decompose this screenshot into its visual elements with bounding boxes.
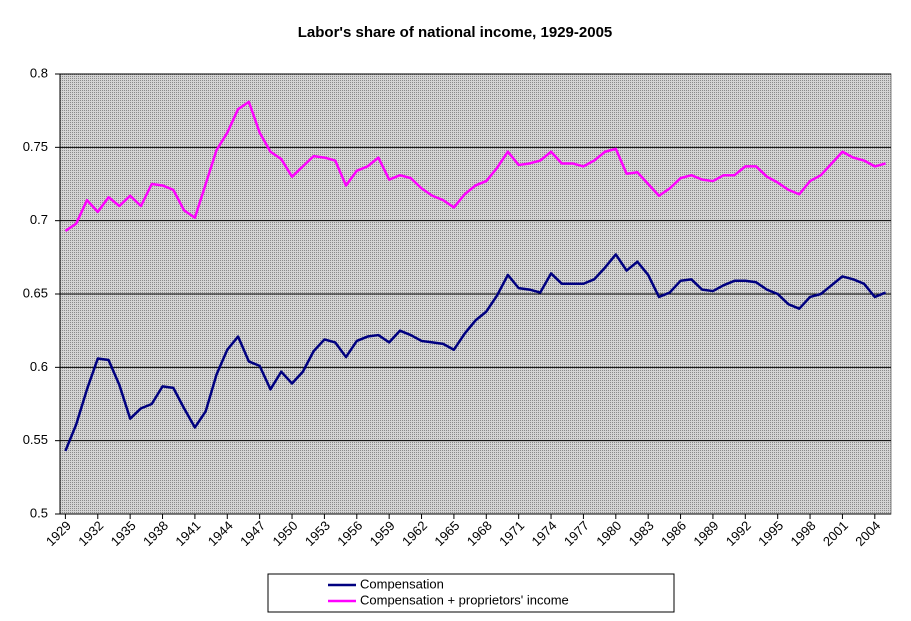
x-tick-label: 1962 (399, 518, 430, 549)
y-tick-label: 0.7 (30, 212, 48, 227)
x-tick-label: 2004 (852, 518, 883, 549)
x-tick-label: 2001 (820, 518, 851, 549)
y-tick-label: 0.75 (23, 139, 48, 154)
legend-label: Compensation + proprietors' income (360, 592, 569, 607)
x-tick-label: 1944 (205, 518, 236, 549)
x-tick-label: 1965 (431, 518, 462, 549)
x-tick-label: 1995 (755, 518, 786, 549)
x-tick-label: 1959 (367, 518, 398, 549)
y-tick-label: 0.55 (23, 432, 48, 447)
x-tick-label: 1983 (626, 518, 657, 549)
y-tick-label: 0.65 (23, 285, 48, 300)
x-tick-label: 1974 (529, 518, 560, 549)
x-tick-label: 1956 (334, 518, 365, 549)
x-tick-label: 1980 (593, 518, 624, 549)
legend (267, 573, 675, 613)
x-tick-label: 1947 (237, 518, 268, 549)
x-tick-label: 1938 (140, 518, 171, 549)
x-tick-label: 1941 (172, 518, 203, 549)
x-tick-label: 1971 (496, 518, 527, 549)
x-tick-label: 1935 (108, 518, 139, 549)
x-tick-label: 1986 (658, 518, 689, 549)
x-tick-label: 1932 (75, 518, 106, 549)
x-tick-label: 1989 (690, 518, 721, 549)
y-tick-label: 0.8 (30, 65, 48, 80)
chart-title: Labor's share of national income, 1929-2… (298, 24, 613, 41)
legend-label: Compensation (360, 576, 444, 591)
x-tick-label: 1968 (464, 518, 495, 549)
series-line (64, 253, 887, 452)
y-tick-label: 0.5 (30, 505, 48, 520)
series-line (64, 100, 886, 232)
x-tick-label: 1977 (561, 518, 592, 549)
x-tick-label: 1950 (270, 518, 301, 549)
x-tick-label: 1953 (302, 518, 333, 549)
x-tick-label: 1992 (723, 518, 754, 549)
x-tick-label: 1998 (788, 518, 819, 549)
y-tick-label: 0.6 (30, 359, 48, 374)
x-tick-label: 1929 (43, 518, 74, 549)
